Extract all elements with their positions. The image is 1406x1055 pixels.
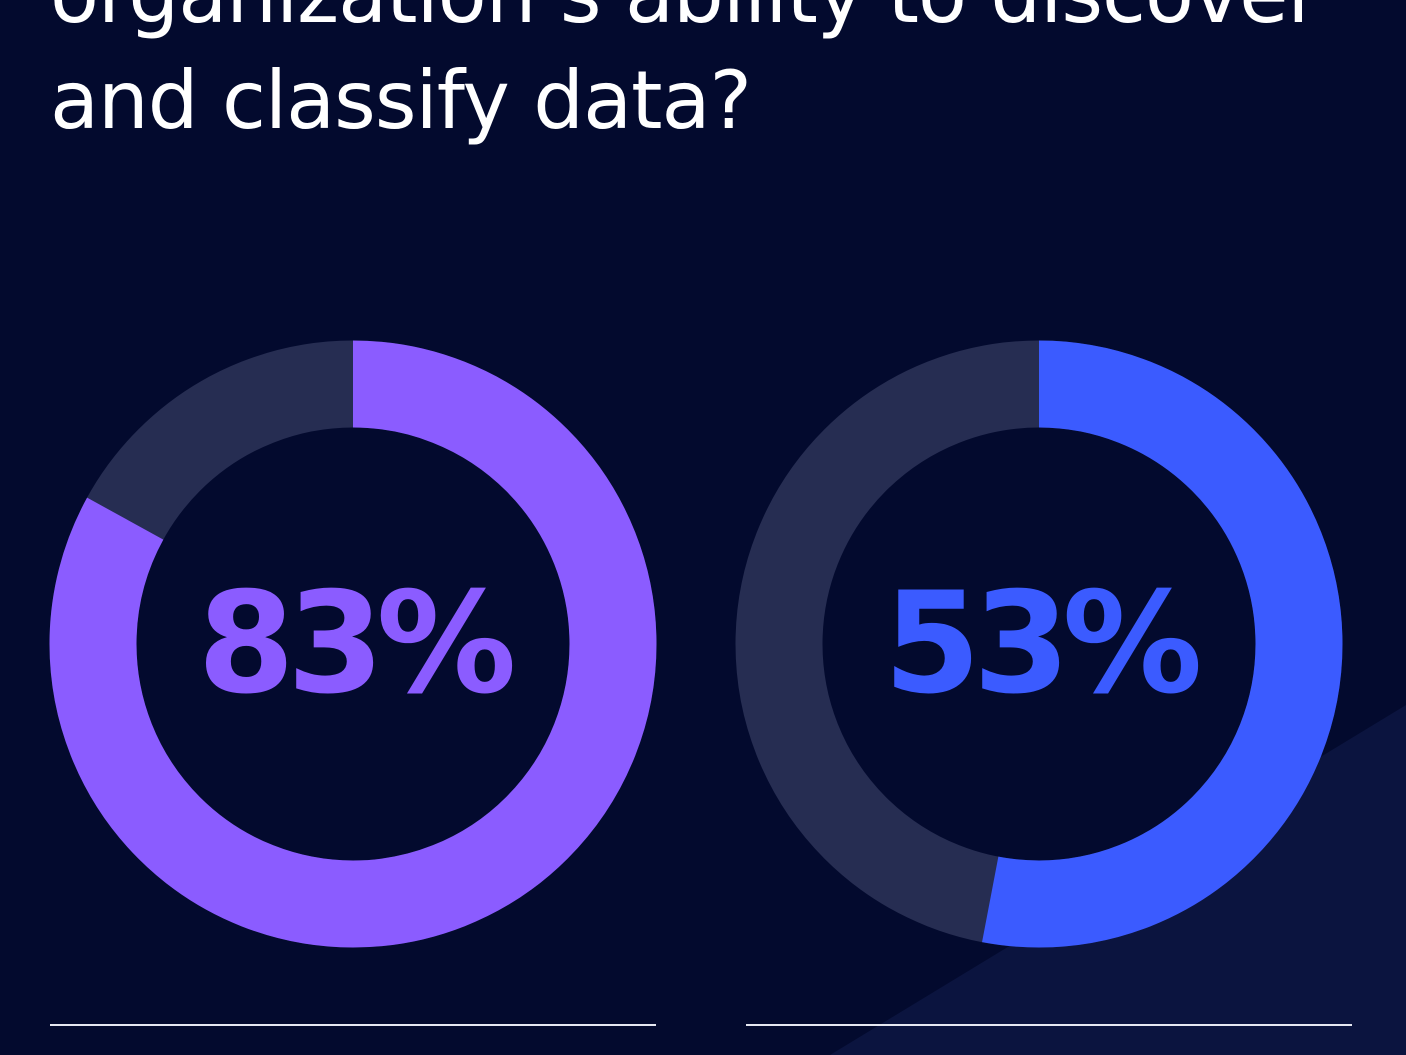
divider-line-right bbox=[746, 1024, 1352, 1026]
divider-line-left bbox=[50, 1024, 656, 1026]
donut-left-percent-label: 83% bbox=[197, 563, 512, 726]
headline-line-2: and classify data? bbox=[50, 54, 752, 147]
headline: organization’s ability to discover and c… bbox=[50, 0, 1380, 154]
donut-right-value-arc bbox=[735, 340, 1343, 948]
donut-right-percent-label: 53% bbox=[883, 563, 1198, 726]
donut-left-svg: 83% bbox=[49, 340, 657, 948]
donut-chart-right: 53% bbox=[735, 340, 1343, 948]
donut-right-svg: 53% bbox=[735, 340, 1343, 948]
donut-left-value-arc bbox=[49, 340, 657, 948]
donut-chart-left: 83% bbox=[49, 340, 657, 948]
headline-line-1: organization’s ability to discover bbox=[50, 0, 1380, 48]
